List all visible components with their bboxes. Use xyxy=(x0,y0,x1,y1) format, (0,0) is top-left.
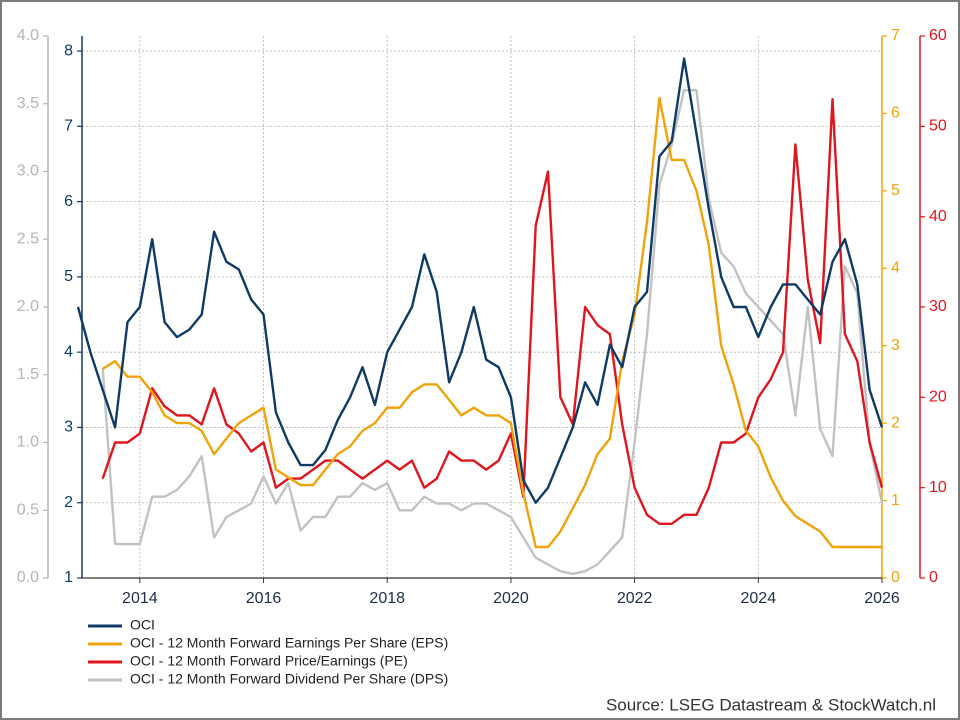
x-tick-label: 2022 xyxy=(617,590,653,607)
y-tick-label: 60 xyxy=(929,27,947,44)
y-tick-label: 40 xyxy=(929,208,947,225)
y-tick-label: 10 xyxy=(929,479,947,496)
y-tick-label: 0.5 xyxy=(17,501,39,518)
series-line xyxy=(101,89,884,576)
y-tick-label: 6 xyxy=(891,105,900,122)
y-tick-label: 2.0 xyxy=(17,298,39,315)
y-tick-label: 20 xyxy=(929,389,947,406)
y-tick-label: 3 xyxy=(891,337,900,354)
x-tick-label: 2014 xyxy=(122,590,158,607)
x-tick-label: 2016 xyxy=(246,590,282,607)
y-tick-label: 5 xyxy=(891,182,900,199)
series-line xyxy=(76,57,884,504)
legend-label: OCI - 12 Month Forward Price/Earnings (P… xyxy=(130,653,408,669)
legend-label: OCI - 12 Month Forward Earnings Per Shar… xyxy=(130,635,448,651)
series-line xyxy=(102,96,882,549)
y-tick-label: 4 xyxy=(891,260,900,277)
y-tick-label: 5 xyxy=(64,268,73,285)
y-tick-label: 0.0 xyxy=(17,569,39,586)
y-tick-label: 6 xyxy=(64,193,73,210)
y-tick-label: 30 xyxy=(929,298,947,315)
y-tick-label: 1.5 xyxy=(17,366,39,383)
y-tick-label: 50 xyxy=(929,118,947,135)
y-tick-label: 2.5 xyxy=(17,230,39,247)
y-tick-label: 7 xyxy=(891,27,900,44)
y-tick-label: 8 xyxy=(64,42,73,59)
y-tick-label: 0 xyxy=(891,569,900,586)
y-tick-label: 0 xyxy=(929,569,938,586)
x-tick-label: 2020 xyxy=(493,590,529,607)
legend-label: OCI xyxy=(130,617,155,633)
x-tick-label: 2024 xyxy=(741,590,777,607)
source: Source: LSEG Datastream & StockWatch.nl xyxy=(606,695,936,714)
y-tick-label: 1 xyxy=(891,492,900,509)
y-tick-label: 3 xyxy=(64,419,73,436)
y-tick-label: 1 xyxy=(64,569,73,586)
legend-label: OCI - 12 Month Forward Dividend Per Shar… xyxy=(130,671,448,687)
y-tick-label: 1.0 xyxy=(17,434,39,451)
y-tick-label: 4 xyxy=(64,343,73,360)
y-tick-label: 2 xyxy=(891,414,900,431)
y-tick-label: 4.0 xyxy=(17,27,39,44)
y-tick-label: 2 xyxy=(64,494,73,511)
x-tick-label: 2026 xyxy=(864,590,900,607)
x-tick-label: 2018 xyxy=(369,590,405,607)
y-tick-label: 3.0 xyxy=(17,163,39,180)
y-tick-label: 7 xyxy=(64,118,73,135)
y-tick-label: 3.5 xyxy=(17,95,39,112)
